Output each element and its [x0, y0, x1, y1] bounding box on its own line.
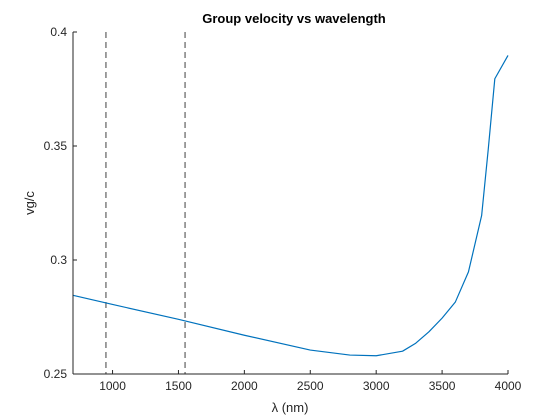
plot-area: [72, 32, 509, 374]
y-axis-label: vg/c: [22, 191, 37, 215]
x-tick-label: 3500: [429, 379, 456, 393]
x-tick-label: 2500: [297, 379, 324, 393]
y-tick-label: 0.35: [44, 139, 68, 153]
x-tick-label: 4000: [495, 379, 522, 393]
y-tick-label: 0.25: [44, 367, 68, 381]
chart-title: Group velocity vs wavelength: [202, 11, 386, 26]
y-ticks: 0.25 0.3 0.35 0.4: [44, 25, 77, 381]
plot-background: [73, 32, 508, 374]
series-line: [72, 55, 509, 357]
axes: 1000 1500 2000 2500 3000 3500 4000 0.25 0.3 0.35…: [44, 25, 522, 393]
x-ticks: 1000 1500 2000 2500 3000 3500 4000: [99, 370, 522, 393]
x-axis-label: λ (nm): [272, 400, 309, 415]
x-tick-label: 3000: [363, 379, 390, 393]
y-tick-label: 0.3: [50, 253, 67, 267]
x-tick-label: 1500: [165, 379, 192, 393]
series-group: [72, 55, 509, 357]
reference-lines: [105, 32, 186, 374]
y-tick-label: 0.4: [50, 25, 67, 39]
x-tick-label: 1000: [99, 379, 126, 393]
x-tick-label: 2000: [231, 379, 258, 393]
